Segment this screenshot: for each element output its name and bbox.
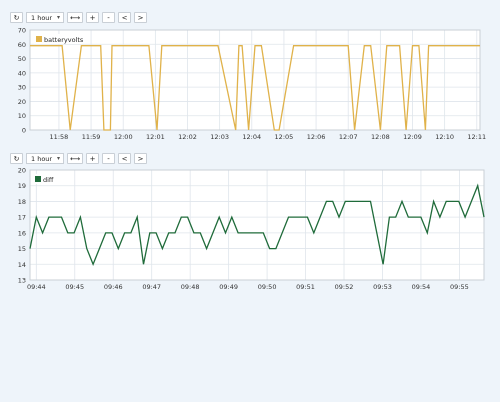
y-tick-label: 16 bbox=[18, 229, 26, 237]
legend-swatch bbox=[35, 176, 41, 182]
plot-area bbox=[29, 169, 485, 281]
zoom-out-button[interactable]: - bbox=[102, 11, 116, 23]
full-range-button[interactable]: ⟷ bbox=[67, 152, 84, 164]
y-tick-label: 15 bbox=[18, 245, 26, 253]
y-tick-label: 30 bbox=[18, 84, 26, 92]
legend: batteryvolts bbox=[34, 34, 84, 44]
y-tick-label: 60 bbox=[18, 41, 26, 49]
pan-right-button[interactable]: > bbox=[134, 11, 148, 23]
series-line-batteryvolts bbox=[30, 45, 480, 131]
x-tick-label: 12:08 bbox=[371, 133, 390, 141]
chart2-toolbar: ↻ 1 hour ▾ ⟷ + - < > bbox=[10, 152, 148, 164]
pan-right-button[interactable]: > bbox=[134, 152, 148, 164]
y-tick-label: 13 bbox=[18, 277, 26, 285]
y-tick-label: 18 bbox=[18, 198, 26, 206]
chevron-down-icon: ▾ bbox=[56, 13, 60, 21]
x-tick-label: 12:02 bbox=[178, 133, 197, 141]
diff-chart: 13 14 15 16 17 18 19 20 09:44 09:45 09:46 09:47 09:4… bbox=[18, 167, 485, 291]
x-tick-label: 09:45 bbox=[65, 283, 84, 291]
x-tick-label: 12:11 bbox=[467, 133, 486, 141]
legend-label: batteryvolts bbox=[44, 36, 84, 44]
time-range-select[interactable]: 1 hour ▾ bbox=[26, 11, 64, 23]
time-range-value: 1 hour bbox=[31, 13, 53, 22]
y-tick-label: 70 bbox=[18, 27, 26, 35]
x-tick-label: 09:50 bbox=[258, 283, 277, 291]
y-tick-label: 10 bbox=[18, 112, 26, 120]
legend-box bbox=[34, 34, 82, 44]
chart1-toolbar: ↻ 1 hour ▾ ⟷ + - < > bbox=[10, 11, 148, 23]
x-tick-label: 11:58 bbox=[50, 133, 69, 141]
y-tick-label: 20 bbox=[18, 98, 26, 106]
zoom-in-button[interactable]: + bbox=[86, 11, 100, 23]
x-tick-label: 12:04 bbox=[242, 133, 261, 141]
zoom-in-button[interactable]: + bbox=[86, 152, 100, 164]
x-tick-label: 12:06 bbox=[307, 133, 326, 141]
x-tick-label: 09:54 bbox=[412, 283, 431, 291]
time-range-select[interactable]: 1 hour ▾ bbox=[26, 152, 64, 164]
x-tick-label: 12:07 bbox=[339, 133, 358, 141]
y-tick-label: 14 bbox=[18, 261, 26, 269]
zoom-out-button[interactable]: - bbox=[102, 152, 116, 164]
y-tick-label: 0 bbox=[22, 127, 26, 135]
refresh-button[interactable]: ↻ bbox=[10, 11, 23, 23]
battery-volts-chart: 0 10 20 30 40 50 60 70 11:58 11:59 12:00 12:01 12:02… bbox=[18, 27, 486, 142]
x-tick-label: 09:48 bbox=[181, 283, 200, 291]
y-tick-label: 17 bbox=[18, 214, 26, 222]
refresh-button[interactable]: ↻ bbox=[10, 152, 23, 164]
legend-swatch bbox=[36, 36, 42, 42]
time-range-value: 1 hour bbox=[31, 154, 53, 163]
x-tick-label: 12:10 bbox=[435, 133, 454, 141]
x-tick-label: 11:59 bbox=[82, 133, 101, 141]
x-tick-label: 09:49 bbox=[219, 283, 238, 291]
chevron-down-icon: ▾ bbox=[56, 154, 60, 162]
cropped-top-labels bbox=[0, 0, 500, 3]
x-tick-label: 12:03 bbox=[210, 133, 229, 141]
x-tick-label: 09:53 bbox=[373, 283, 392, 291]
x-tick-label: 09:55 bbox=[450, 283, 469, 291]
x-tick-label: 12:00 bbox=[114, 133, 133, 141]
plot-border bbox=[29, 29, 481, 131]
x-tick-label: 09:52 bbox=[335, 283, 354, 291]
plot-border bbox=[29, 169, 485, 281]
pan-left-button[interactable]: < bbox=[118, 152, 132, 164]
y-tick-label: 40 bbox=[18, 69, 26, 77]
y-tick-label: 20 bbox=[18, 167, 26, 175]
y-tick-label: 19 bbox=[18, 182, 26, 190]
x-tick-label: 09:44 bbox=[27, 283, 46, 291]
x-tick-label: 12:01 bbox=[146, 133, 165, 141]
x-tick-label: 09:51 bbox=[296, 283, 315, 291]
x-tick-label: 12:09 bbox=[403, 133, 422, 141]
legend-label: diff bbox=[43, 176, 54, 184]
x-tick-label: 12:05 bbox=[275, 133, 294, 141]
full-range-button[interactable]: ⟷ bbox=[67, 11, 84, 23]
series-line-diff bbox=[29, 183, 485, 267]
pan-left-button[interactable]: < bbox=[118, 11, 132, 23]
x-tick-label: 09:46 bbox=[104, 283, 123, 291]
legend-box bbox=[33, 174, 57, 184]
legend: diff bbox=[33, 174, 57, 184]
y-tick-label: 50 bbox=[18, 55, 26, 63]
x-tick-label: 09:47 bbox=[142, 283, 161, 291]
